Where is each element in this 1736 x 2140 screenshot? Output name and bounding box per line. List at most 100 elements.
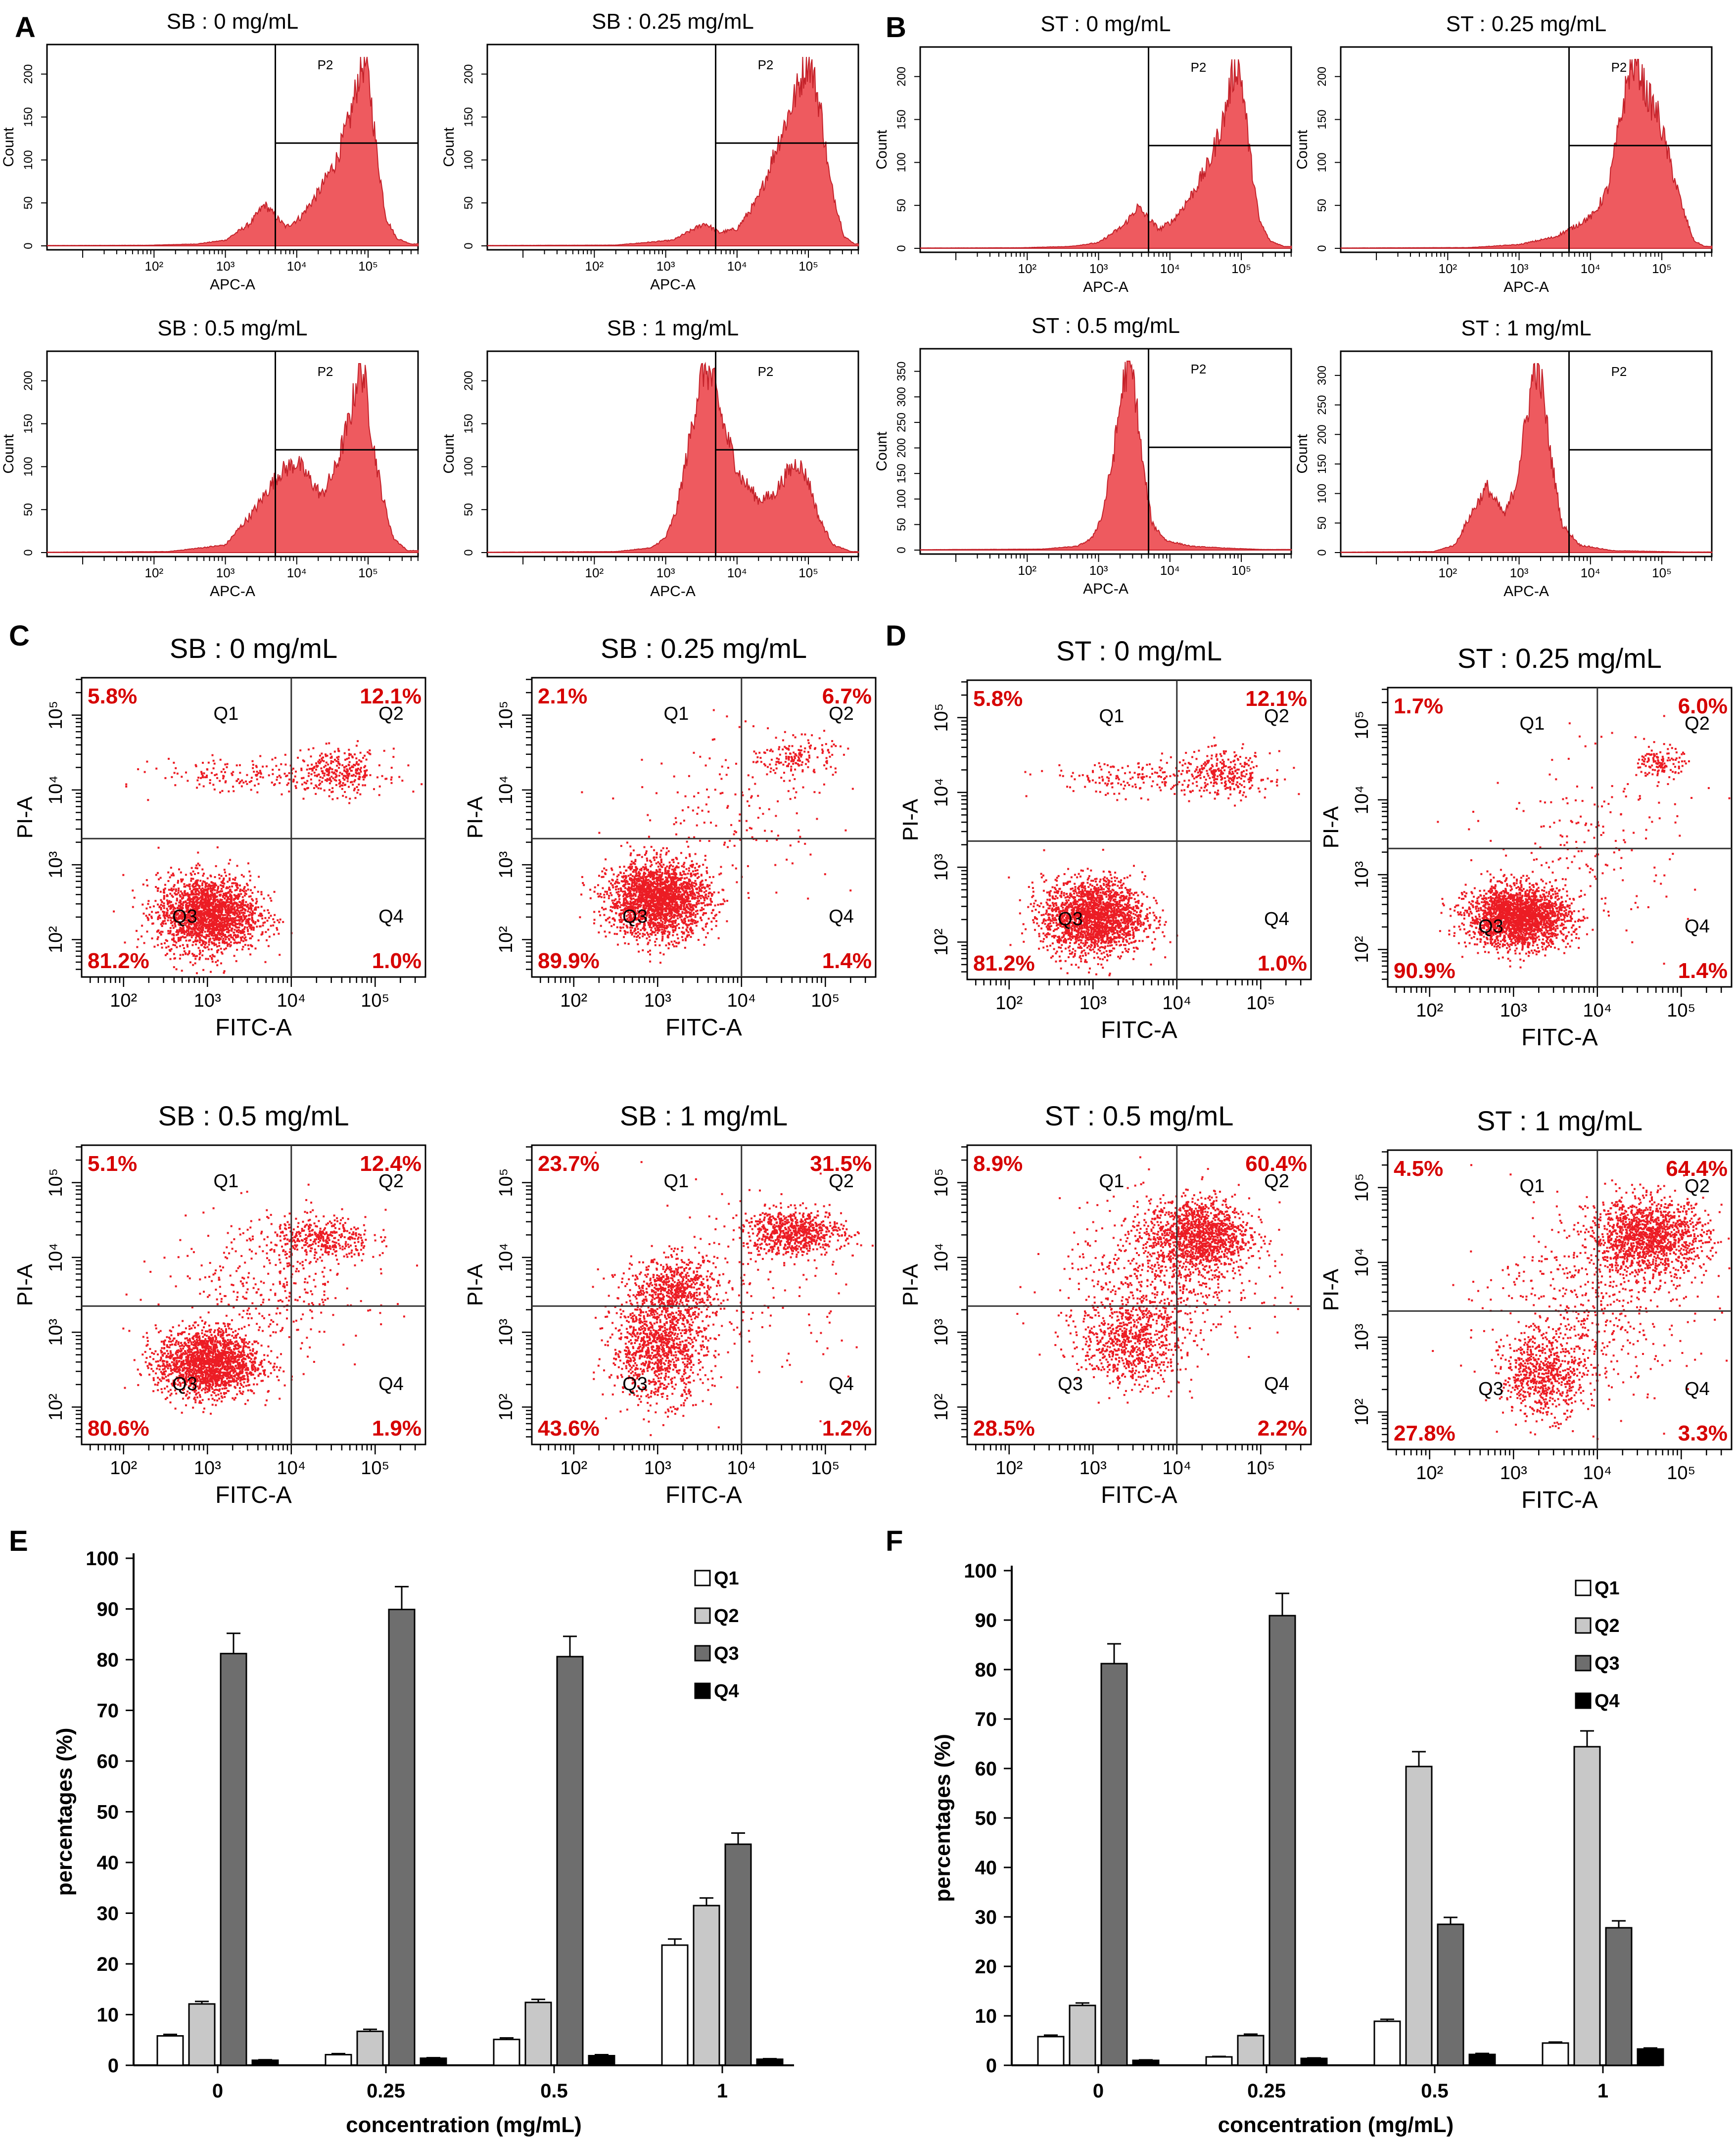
dot bbox=[657, 861, 659, 863]
dot bbox=[213, 911, 215, 914]
dot bbox=[642, 897, 644, 899]
dot bbox=[132, 889, 134, 892]
dot bbox=[667, 850, 670, 852]
dot bbox=[661, 872, 663, 875]
y-tick-label: 200 bbox=[22, 371, 35, 391]
dot bbox=[179, 957, 181, 960]
dot bbox=[231, 911, 234, 914]
dot bbox=[192, 964, 194, 966]
dot bbox=[631, 882, 634, 884]
dot bbox=[242, 901, 244, 903]
dot bbox=[335, 770, 338, 773]
dot bbox=[199, 934, 201, 936]
dot bbox=[196, 882, 198, 884]
dot bbox=[193, 903, 195, 905]
dot bbox=[182, 935, 184, 938]
dot bbox=[173, 772, 176, 774]
dot bbox=[646, 879, 649, 882]
dot bbox=[363, 778, 365, 781]
dot bbox=[320, 760, 322, 763]
histogram-area bbox=[487, 56, 859, 246]
dot bbox=[636, 900, 639, 903]
dot bbox=[228, 911, 231, 913]
dot bbox=[640, 929, 642, 931]
dot bbox=[366, 769, 368, 772]
dot bbox=[260, 891, 263, 893]
dot bbox=[214, 889, 216, 891]
dot bbox=[326, 770, 328, 772]
dot bbox=[639, 879, 641, 882]
y-tick-label: 250 bbox=[895, 413, 908, 432]
dot bbox=[255, 898, 258, 900]
dot bbox=[182, 954, 184, 956]
dot bbox=[212, 927, 214, 929]
dot bbox=[206, 915, 208, 917]
dot bbox=[636, 899, 639, 901]
dot bbox=[249, 953, 252, 956]
dot bbox=[215, 943, 217, 946]
dot bbox=[332, 777, 334, 780]
dot bbox=[664, 887, 666, 890]
dot bbox=[694, 870, 697, 872]
dot bbox=[645, 895, 647, 897]
dot bbox=[145, 907, 148, 910]
dot bbox=[201, 917, 204, 919]
dot bbox=[639, 869, 641, 871]
dot bbox=[674, 911, 677, 913]
dot bbox=[225, 923, 228, 926]
dot bbox=[196, 906, 199, 908]
dot bbox=[252, 767, 254, 769]
dot bbox=[637, 895, 640, 898]
dot bbox=[234, 939, 236, 941]
dot bbox=[175, 902, 177, 905]
dot bbox=[694, 894, 696, 896]
x-tick-label: 10² bbox=[110, 990, 137, 1011]
dot bbox=[643, 884, 646, 886]
dot bbox=[718, 873, 721, 876]
dot bbox=[190, 880, 192, 882]
y-axis-label: Count bbox=[1294, 434, 1311, 474]
dot bbox=[158, 905, 161, 908]
dot bbox=[689, 864, 692, 867]
dot bbox=[241, 924, 244, 927]
dot bbox=[233, 934, 235, 936]
dot bbox=[335, 775, 338, 778]
dot bbox=[224, 914, 227, 916]
dot bbox=[218, 932, 220, 935]
dot bbox=[641, 909, 643, 911]
dot bbox=[196, 939, 199, 942]
dot bbox=[615, 912, 617, 915]
dot bbox=[248, 870, 251, 873]
dot bbox=[647, 881, 650, 884]
dot bbox=[224, 763, 227, 766]
dot bbox=[162, 914, 165, 917]
dot bbox=[174, 784, 177, 787]
dot bbox=[206, 895, 208, 897]
dot bbox=[263, 897, 265, 900]
dot bbox=[214, 894, 216, 896]
dot bbox=[630, 886, 633, 889]
dot bbox=[627, 920, 630, 922]
dot bbox=[618, 914, 620, 917]
dot bbox=[210, 903, 212, 905]
dot bbox=[347, 775, 350, 777]
dot bbox=[206, 877, 209, 880]
dot bbox=[169, 927, 172, 929]
dot bbox=[224, 933, 226, 936]
dot bbox=[213, 924, 216, 926]
dot bbox=[346, 769, 349, 772]
dot bbox=[646, 859, 649, 862]
dot bbox=[209, 886, 212, 889]
dot bbox=[234, 879, 236, 881]
dot bbox=[159, 917, 161, 919]
dot bbox=[170, 948, 173, 950]
dot bbox=[610, 909, 612, 912]
dot bbox=[690, 894, 692, 897]
dot bbox=[235, 884, 237, 886]
dot bbox=[212, 896, 215, 898]
dot bbox=[225, 917, 227, 920]
dot bbox=[204, 941, 207, 943]
dot bbox=[183, 933, 186, 935]
dot bbox=[656, 884, 658, 887]
